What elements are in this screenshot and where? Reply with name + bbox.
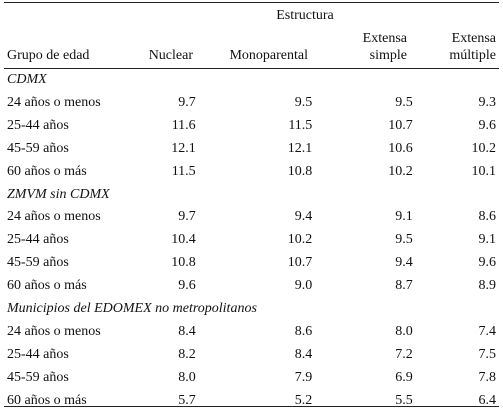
extensa-simple-cell: 9.5 <box>395 232 413 248</box>
table-header: Estructura Grupo de edad Nuclear Monopar… <box>0 7 503 67</box>
column-header-monoparental: Monoparental <box>229 48 308 63</box>
table-body: CDMX 24 años o menos 9.7 9.5 9.5 9.3 25-44 año… <box>0 69 503 413</box>
monoparental-cell: 10.2 <box>287 232 313 248</box>
extensa-multiple-cell: 8.6 <box>478 209 497 225</box>
extensa-simple-cell: 8.7 <box>395 278 413 294</box>
age-group-cell: 24 años o menos <box>7 94 101 110</box>
age-group-cell: 25-44 años <box>7 117 69 133</box>
age-group-cell: 24 años o menos <box>7 323 101 339</box>
nuclear-cell: 8.0 <box>178 369 196 385</box>
nuclear-cell: 10.8 <box>171 255 196 271</box>
extensa-simple-cell: 9.5 <box>395 94 413 110</box>
extensa-multiple-cell: 9.6 <box>478 117 497 133</box>
monoparental-cell: 5.2 <box>294 392 313 408</box>
extensa-multiple-cell: 10.2 <box>471 140 497 156</box>
age-group-cell: 25-44 años <box>7 346 69 362</box>
extensa-multiple-cell: 7.8 <box>478 369 497 385</box>
table-row: 25-44 años 10.4 10.2 9.5 9.1 <box>0 229 503 252</box>
extensa-simple-cell: 7.2 <box>395 346 413 362</box>
column-header-extensa-multiple: Extensa múltiple <box>449 30 496 64</box>
monoparental-cell: 11.5 <box>288 117 313 133</box>
table-row: 25-44 años 11.6 11.5 10.7 9.6 <box>0 115 503 138</box>
table-row: 60 años o más 9.6 9.0 8.7 8.9 <box>0 275 503 298</box>
nuclear-cell: 11.6 <box>171 117 196 133</box>
age-group-cell: 24 años o menos <box>7 209 101 225</box>
table-row: 45-59 años 10.8 10.7 9.4 9.6 <box>0 252 503 275</box>
extensa-simple-cell: 10.7 <box>388 117 413 133</box>
section-row: ZMVM sin CDMX <box>0 184 503 207</box>
nuclear-cell: 9.6 <box>178 278 196 294</box>
age-group-cell: 60 años o más <box>7 392 87 408</box>
extensa-simple-cell: 9.1 <box>395 209 413 225</box>
extensa-simple-cell: 10.6 <box>388 140 413 156</box>
extensa-multiple-cell: 10.1 <box>471 163 497 179</box>
extensa-multiple-cell: 9.1 <box>478 232 497 248</box>
table-rows: CDMX 24 años o menos 9.7 9.5 9.5 9.3 25-44 año… <box>0 69 503 413</box>
bottom-rule <box>4 406 499 407</box>
extensa-simple-cell: 10.2 <box>388 163 413 179</box>
column-header-extensa-multiple-line1: Extensa <box>451 31 496 46</box>
table-row: 25-44 años 8.2 8.4 7.2 7.5 <box>0 344 503 367</box>
nuclear-cell: 9.7 <box>178 209 196 225</box>
column-header-extensa-multiple-line2: múltiple <box>449 48 496 63</box>
nuclear-cell: 11.5 <box>171 163 196 179</box>
nuclear-cell: 5.7 <box>178 392 196 408</box>
extensa-multiple-cell: 9.6 <box>478 255 497 271</box>
monoparental-cell: 8.6 <box>294 323 313 339</box>
table-row: 60 años o más 5.7 5.2 5.5 6.4 <box>0 390 503 413</box>
age-group-cell: 45-59 años <box>7 369 69 385</box>
table-row: 24 años o menos 8.4 8.6 8.0 7.4 <box>0 321 503 344</box>
column-header-extensa-simple-line2: simple <box>369 48 407 63</box>
section-title: ZMVM sin CDMX <box>7 186 110 202</box>
age-group-cell: 45-59 años <box>7 140 69 156</box>
age-group-cell: 25-44 años <box>7 232 69 248</box>
monoparental-cell: 9.0 <box>294 278 313 294</box>
monoparental-cell: 9.4 <box>294 209 313 225</box>
section-row: Municipios del EDOMEX no metropolitanos <box>0 298 503 321</box>
table-row: 45-59 años 8.0 7.9 6.9 7.8 <box>0 367 503 390</box>
extensa-multiple-cell: 6.4 <box>478 392 497 408</box>
monoparental-cell: 7.9 <box>294 369 313 385</box>
nuclear-cell: 8.4 <box>178 323 196 339</box>
column-header-extensa-simple: Extensa simple <box>363 30 407 64</box>
monoparental-cell: 9.5 <box>294 94 313 110</box>
monoparental-cell: 12.1 <box>287 140 313 156</box>
nuclear-cell: 12.1 <box>171 140 196 156</box>
extensa-simple-cell: 8.0 <box>395 323 413 339</box>
extensa-multiple-cell: 9.3 <box>478 94 497 110</box>
column-header-nuclear: Nuclear <box>148 48 193 63</box>
header-rule <box>4 68 499 69</box>
nuclear-cell: 8.2 <box>178 346 196 362</box>
section-title: Municipios del EDOMEX no metropolitanos <box>7 301 257 317</box>
extensa-simple-cell: 6.9 <box>395 369 413 385</box>
age-group-cell: 45-59 años <box>7 255 69 271</box>
extensa-multiple-cell: 7.5 <box>478 346 497 362</box>
table-row: 24 años o menos 9.7 9.4 9.1 8.6 <box>0 206 503 229</box>
table-row: 24 años o menos 9.7 9.5 9.5 9.3 <box>0 92 503 115</box>
monoparental-cell: 8.4 <box>294 346 313 362</box>
nuclear-cell: 9.7 <box>178 94 196 110</box>
column-header-extensa-simple-line1: Extensa <box>362 31 407 46</box>
extensa-multiple-cell: 7.4 <box>478 323 497 339</box>
extensa-simple-cell: 9.4 <box>395 255 413 271</box>
monoparental-cell: 10.7 <box>287 255 313 271</box>
age-group-cell: 60 años o más <box>7 278 87 294</box>
column-header-group: Grupo de edad <box>7 48 90 63</box>
extensa-multiple-cell: 8.9 <box>478 278 497 294</box>
nuclear-cell: 10.4 <box>171 232 196 248</box>
top-rule <box>4 2 499 3</box>
structure-header: Estructura <box>276 8 334 23</box>
section-title: CDMX <box>7 72 47 87</box>
table-row: 45-59 años 12.1 12.1 10.6 10.2 <box>0 138 503 161</box>
extensa-simple-cell: 5.5 <box>395 392 413 408</box>
monoparental-cell: 10.8 <box>287 163 313 179</box>
table-row: 60 años o más 11.5 10.8 10.2 10.1 <box>0 161 503 184</box>
age-group-cell: 60 años o más <box>7 163 87 179</box>
section-row: CDMX <box>0 69 503 92</box>
